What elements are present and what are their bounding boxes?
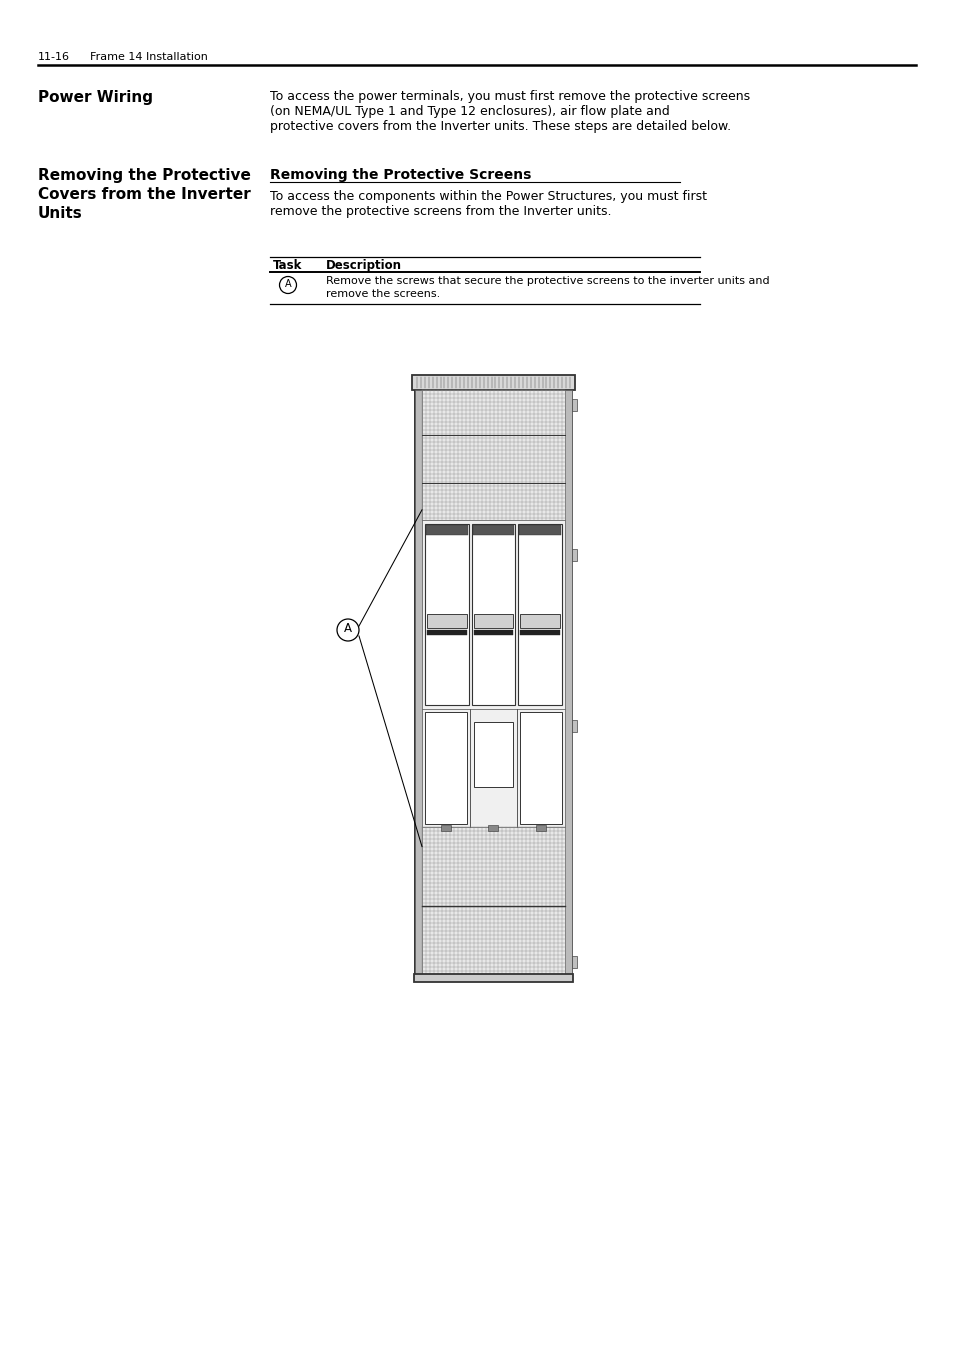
Bar (414, 973, 573, 981)
Text: remove the protective screens from the Inverter units.: remove the protective screens from the I… (270, 205, 611, 217)
Bar (519, 711, 561, 824)
Bar (421, 709, 564, 826)
Bar (517, 524, 561, 705)
Bar (427, 614, 466, 628)
Bar (421, 520, 564, 709)
Bar (572, 549, 577, 562)
Bar (421, 826, 564, 973)
Bar (519, 614, 559, 628)
Text: 11-16: 11-16 (38, 53, 70, 62)
Text: Description: Description (326, 259, 401, 271)
Bar (415, 390, 572, 980)
Bar (412, 375, 575, 390)
Bar (519, 630, 559, 636)
Bar (474, 614, 513, 628)
Text: remove the screens.: remove the screens. (326, 289, 439, 298)
Bar (572, 721, 577, 732)
Bar (518, 525, 560, 535)
Text: Modules: Modules (437, 525, 456, 529)
Bar (474, 722, 513, 787)
Text: Remove the screws that secure the protective screens to the inverter units and: Remove the screws that secure the protec… (326, 275, 769, 286)
Text: Removing the Protective: Removing the Protective (38, 167, 251, 184)
Text: (on NEMA/UL Type 1 and Type 12 enclosures), air flow plate and: (on NEMA/UL Type 1 and Type 12 enclosure… (270, 105, 669, 117)
Text: A: A (284, 279, 291, 289)
Bar (415, 390, 421, 980)
Bar (488, 825, 498, 830)
Text: PowerFlex: PowerFlex (432, 616, 460, 621)
Text: Modules: Modules (484, 525, 502, 529)
Bar (474, 630, 513, 636)
Bar (424, 524, 468, 705)
Text: Units: Units (38, 207, 83, 221)
Text: A: A (344, 622, 352, 634)
Text: Task: Task (273, 259, 302, 271)
Text: PowerFlex: PowerFlex (478, 616, 507, 621)
Bar (426, 525, 467, 535)
Text: To access the components within the Power Structures, you must first: To access the components within the Powe… (270, 190, 706, 202)
Text: Frame 14 Installation: Frame 14 Installation (90, 53, 208, 62)
Bar (472, 525, 514, 535)
Bar (440, 825, 451, 830)
Bar (421, 390, 564, 520)
Text: Removing the Protective Screens: Removing the Protective Screens (270, 167, 531, 182)
Bar (564, 390, 572, 980)
Text: To access the power terminals, you must first remove the protective screens: To access the power terminals, you must … (270, 90, 749, 103)
Text: Modules: Modules (531, 525, 549, 529)
Bar (572, 400, 577, 410)
Bar (572, 956, 577, 968)
Bar (471, 524, 515, 705)
Text: PowerFlex: PowerFlex (525, 616, 554, 621)
Text: protective covers from the Inverter units. These steps are detailed below.: protective covers from the Inverter unit… (270, 120, 730, 134)
Bar (427, 630, 466, 636)
Bar (424, 711, 466, 824)
Bar (536, 825, 546, 830)
Text: Power Wiring: Power Wiring (38, 90, 152, 105)
Text: Covers from the Inverter: Covers from the Inverter (38, 188, 251, 202)
